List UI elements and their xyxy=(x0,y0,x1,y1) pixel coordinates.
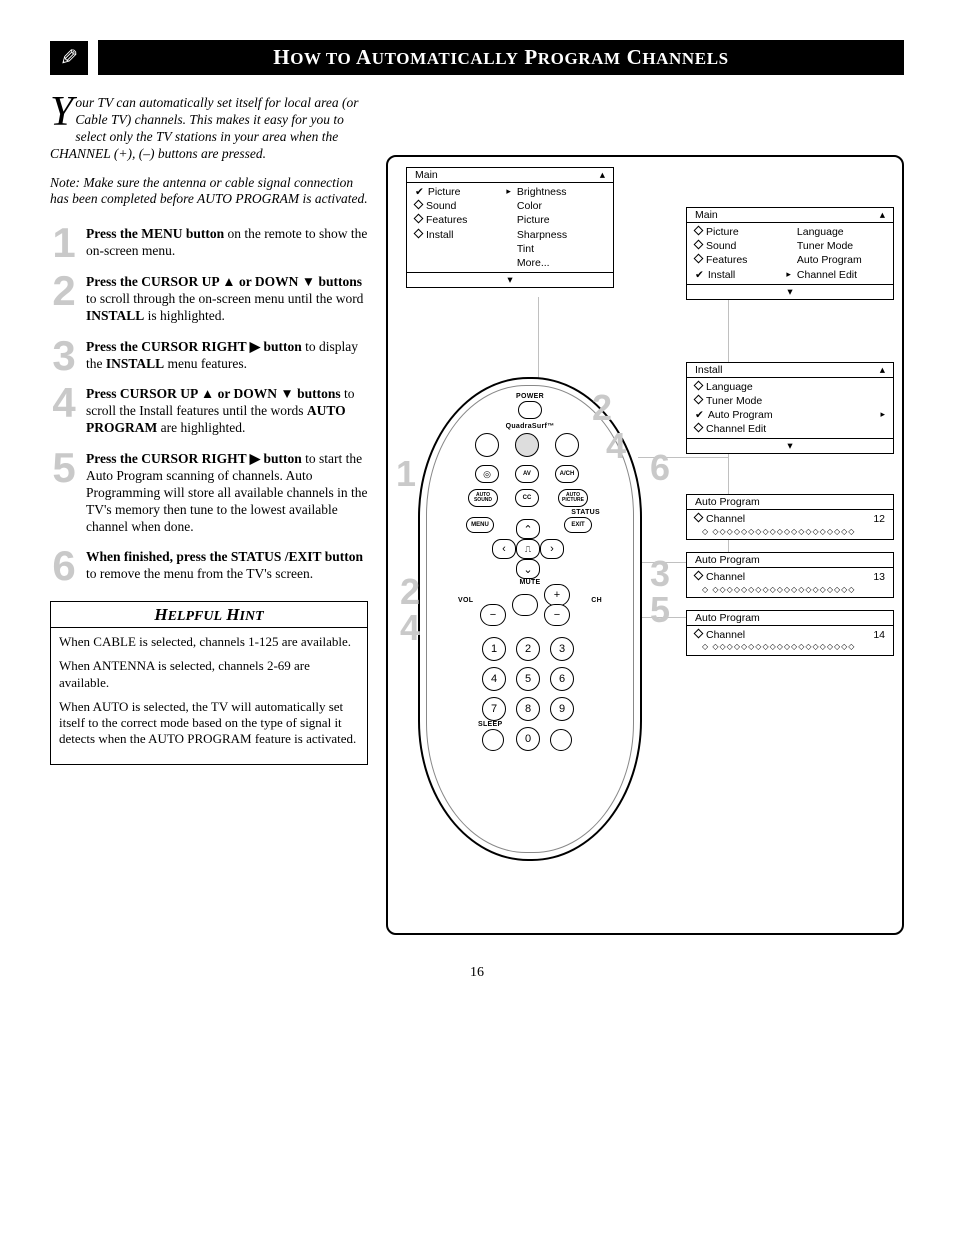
hint-text: When ANTENNA is selected, channels 2-69 … xyxy=(59,658,359,691)
step-1: 1Press the MENU button on the remote to … xyxy=(50,226,368,260)
step-6: 6When finished, press the STATUS /EXIT b… xyxy=(50,549,368,583)
pencil-icon: ✎ xyxy=(50,41,88,75)
step-5: 5Press the CURSOR RIGHT ▶ button to star… xyxy=(50,451,368,535)
osd-auto-program: Auto Program Channel14 ◇ ◇◇◇◇◇◇◇◇◇◇◇◇◇◇◇… xyxy=(686,610,894,656)
hint-text: When CABLE is selected, channels 1-125 a… xyxy=(59,634,359,650)
hint-text: When AUTO is selected, the TV will autom… xyxy=(59,699,359,748)
page-number: 16 xyxy=(50,965,904,981)
osd-install-main: Main▴ PictureSoundFeatures✔Install▸ Lang… xyxy=(686,207,894,300)
page-title: HOW TO AUTOMATICALLY PROGRAM CHANNELS xyxy=(98,40,904,75)
helpful-hint-box: HELPFUL HINT When CABLE is selected, cha… xyxy=(50,601,368,765)
step-2: 2Press the CURSOR UP ▲ or DOWN ▼ buttons… xyxy=(50,274,368,325)
osd-install-sub: Install▴ LanguageTuner Mode✔Auto Program… xyxy=(686,362,894,455)
hint-title: HELPFUL HINT xyxy=(51,602,367,628)
osd-auto-program: Auto Program Channel12 ◇ ◇◇◇◇◇◇◇◇◇◇◇◇◇◇◇… xyxy=(686,494,894,540)
note-text: Note: Make sure the antenna or cable sig… xyxy=(50,175,368,209)
osd-auto-program: Auto Program Channel13 ◇ ◇◇◇◇◇◇◇◇◇◇◇◇◇◇◇… xyxy=(686,552,894,598)
diagram: Main▴ ✔Picture▸SoundFeaturesInstall Brig… xyxy=(386,155,904,935)
intro-text: Your TV can automatically set itself for… xyxy=(50,95,368,163)
step-4: 4Press CURSOR UP ▲ or DOWN ▼ buttons to … xyxy=(50,386,368,437)
osd-main-menu: Main▴ ✔Picture▸SoundFeaturesInstall Brig… xyxy=(406,167,614,288)
step-3: 3Press the CURSOR RIGHT ▶ button to disp… xyxy=(50,339,368,373)
